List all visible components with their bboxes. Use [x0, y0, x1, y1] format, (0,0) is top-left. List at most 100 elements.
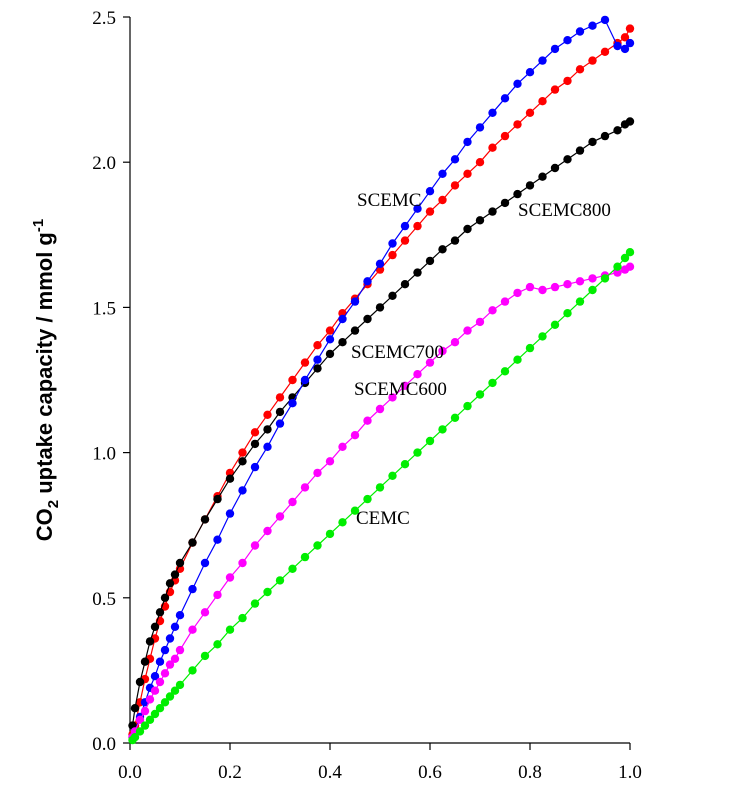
- data-point-scemc600: [500, 297, 510, 306]
- data-point-scemc800: [425, 256, 435, 266]
- data-point-cemc: [363, 494, 372, 504]
- data-point-scemc600: [388, 393, 397, 402]
- data-point-cemc: [325, 529, 335, 539]
- data-point-scemc700: [475, 123, 485, 132]
- x-tick-label: 0.6: [418, 762, 442, 783]
- data-point-scemc: [575, 65, 585, 74]
- data-point-cemc: [550, 320, 560, 329]
- y-tick-label: 1.5: [92, 298, 116, 319]
- data-point-scemc600: [425, 358, 435, 367]
- data-point-scemc800: [550, 163, 560, 173]
- data-point-cemc: [238, 613, 247, 623]
- data-point-scemc600: [463, 326, 472, 335]
- y-tick-label: 2.0: [92, 153, 116, 174]
- data-point-scemc800: [563, 155, 572, 164]
- data-point-scemc800: [350, 326, 360, 335]
- data-point-scemc: [500, 131, 510, 141]
- data-point-scemc800: [150, 622, 160, 631]
- data-point-scemc600: [625, 262, 635, 271]
- data-point-scemc700: [363, 277, 372, 286]
- data-point-scemc800: [275, 407, 285, 417]
- data-point-scemc600: [288, 497, 297, 507]
- data-point-scemc: [325, 326, 335, 335]
- data-point-cemc: [150, 709, 160, 719]
- data-point-cemc: [200, 651, 210, 661]
- data-point-scemc: [275, 393, 285, 402]
- x-tick-label: 1.0: [618, 762, 642, 783]
- data-point-scemc800: [140, 657, 150, 666]
- x-ticks: 0.0 0.2 0.4 0.6 0.8 1.0: [118, 743, 642, 783]
- data-point-scemc700: [538, 56, 547, 65]
- data-point-scemc: [413, 221, 422, 231]
- data-point-scemc600: [538, 285, 547, 295]
- data-point-scemc600: [140, 706, 150, 716]
- data-point-scemc600: [160, 669, 170, 678]
- data-point-scemc700: [275, 419, 285, 428]
- data-point-scemc: [625, 24, 635, 33]
- data-point-scemc600: [400, 381, 410, 390]
- data-point-scemc600: [350, 431, 360, 440]
- data-point-cemc: [135, 727, 145, 736]
- data-point-scemc700: [250, 462, 260, 472]
- data-point-scemc600: [300, 483, 310, 492]
- data-point-scemc600: [325, 457, 335, 466]
- data-point-cemc: [500, 367, 510, 376]
- data-point-scemc800: [400, 280, 410, 289]
- data-point-scemc: [250, 428, 260, 437]
- data-point-scemc: [288, 375, 297, 385]
- data-point-scemc700: [155, 657, 165, 666]
- data-point-cemc: [450, 413, 460, 422]
- data-point-cemc: [165, 692, 175, 701]
- data-point-cemc: [588, 285, 597, 295]
- data-point-scemc800: [250, 439, 260, 449]
- data-point-scemc600: [250, 541, 260, 550]
- data-point-scemc: [525, 108, 535, 118]
- data-point-scemc700: [213, 535, 222, 544]
- data-point-cemc: [375, 483, 385, 492]
- y-tick-label: 0.0: [92, 734, 116, 755]
- data-point-scemc: [588, 56, 597, 65]
- data-point-scemc600: [170, 654, 180, 663]
- data-point-cemc: [263, 587, 272, 597]
- data-point-scemc700: [425, 187, 435, 196]
- data-point-scemc800: [313, 364, 322, 373]
- data-point-scemc700: [550, 44, 560, 54]
- data-point-scemc700: [525, 68, 535, 77]
- data-point-scemc700: [338, 314, 347, 324]
- data-point-scemc: [463, 169, 472, 178]
- data-point-cemc: [175, 680, 185, 690]
- data-point-scemc600: [613, 268, 622, 277]
- data-point-scemc700: [463, 137, 472, 147]
- data-point-scemc600: [513, 288, 522, 298]
- data-point-scemc: [475, 158, 485, 167]
- data-point-cemc: [188, 666, 197, 675]
- data-point-scemc700: [175, 611, 185, 620]
- data-point-scemc800: [135, 677, 145, 687]
- data-point-cemc: [400, 460, 410, 469]
- label-scemc800: SCEMC800: [518, 200, 611, 221]
- x-tick-label: 0.8: [518, 762, 542, 783]
- data-point-scemc600: [263, 526, 272, 536]
- data-point-scemc800: [363, 314, 372, 324]
- data-point-scemc800: [450, 236, 460, 245]
- data-point-scemc600: [338, 442, 347, 451]
- data-point-scemc800: [613, 126, 622, 135]
- data-point-scemc700: [288, 399, 297, 408]
- data-point-cemc: [145, 715, 155, 724]
- data-point-scemc700: [150, 672, 160, 681]
- data-point-cemc: [250, 599, 260, 608]
- data-point-cemc: [563, 309, 572, 318]
- ylabel-part-main: uptake capacity / mmol g: [32, 232, 57, 500]
- x-tick-label: 0.0: [118, 762, 142, 783]
- data-point-scemc700: [165, 634, 175, 643]
- data-point-scemc700: [450, 155, 460, 164]
- data-point-cemc: [275, 576, 285, 585]
- data-point-scemc700: [513, 79, 522, 89]
- data-point-scemc700: [438, 169, 447, 178]
- data-point-scemc800: [413, 268, 422, 277]
- label-scemc: SCEMC: [357, 190, 421, 211]
- data-point-scemc800: [213, 494, 222, 504]
- data-point-scemc: [600, 47, 610, 56]
- data-point-scemc: [313, 341, 322, 350]
- data-point-cemc: [413, 448, 422, 457]
